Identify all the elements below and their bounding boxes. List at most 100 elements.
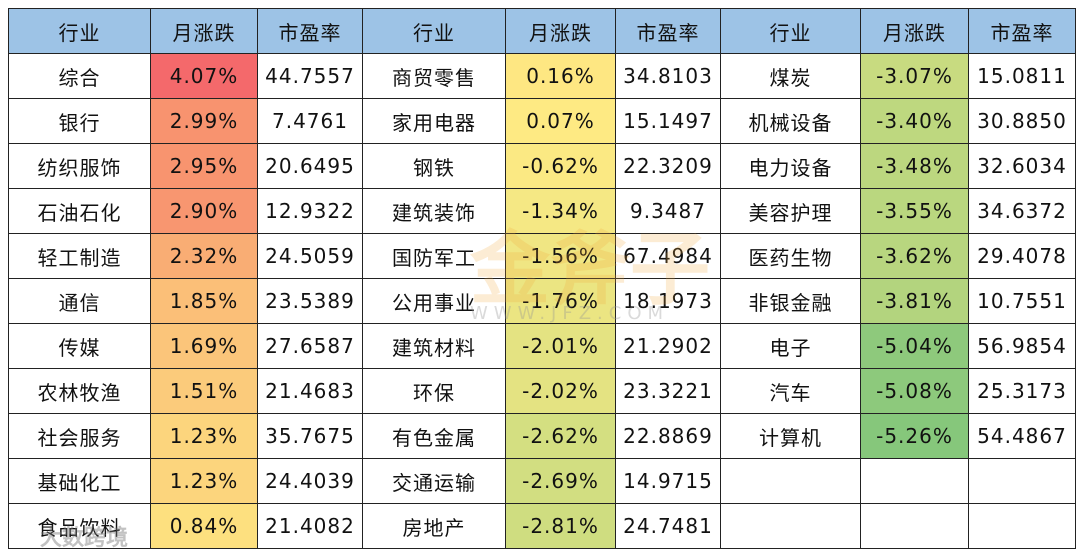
change-cell: 1.85% bbox=[150, 278, 258, 324]
header-cell: 月涨跌 bbox=[505, 8, 616, 54]
industry-cell: 钢铁 bbox=[362, 143, 506, 189]
change-cell: 0.84% bbox=[150, 503, 258, 549]
change-cell: 4.07% bbox=[150, 53, 258, 99]
pe-cell: 67.4984 bbox=[615, 233, 721, 279]
pe-cell: 30.8850 bbox=[968, 98, 1076, 144]
pe-cell: 35.7675 bbox=[257, 413, 363, 459]
change-cell: 2.90% bbox=[150, 188, 258, 234]
industry-cell: 建筑材料 bbox=[362, 323, 506, 369]
industry-cell: 煤炭 bbox=[720, 53, 861, 99]
industry-cell: 社会服务 bbox=[8, 413, 151, 459]
industry-cell: 公用事业 bbox=[362, 278, 506, 324]
change-cell: -2.69% bbox=[505, 458, 616, 504]
industry-cell: 纺织服饰 bbox=[8, 143, 151, 189]
change-cell: 2.32% bbox=[150, 233, 258, 279]
pe-cell: 56.9854 bbox=[968, 323, 1076, 369]
change-cell: 0.07% bbox=[505, 98, 616, 144]
change-cell: -1.76% bbox=[505, 278, 616, 324]
pe-cell: 24.5059 bbox=[257, 233, 363, 279]
change-cell: -3.62% bbox=[860, 233, 969, 279]
industry-cell: 通信 bbox=[8, 278, 151, 324]
pe-cell: 22.8869 bbox=[615, 413, 721, 459]
pe-cell: 9.3487 bbox=[615, 188, 721, 234]
header-cell: 行业 bbox=[8, 8, 151, 54]
pe-cell: 15.0811 bbox=[968, 53, 1076, 99]
change-cell: -1.56% bbox=[505, 233, 616, 279]
pe-cell: 20.6495 bbox=[257, 143, 363, 189]
change-cell: -2.01% bbox=[505, 323, 616, 369]
change-cell: 1.23% bbox=[150, 458, 258, 504]
pe-cell: 10.7551 bbox=[968, 278, 1076, 324]
pe-cell: 24.7481 bbox=[615, 503, 721, 549]
change-cell: -5.08% bbox=[860, 368, 969, 414]
header-cell: 月涨跌 bbox=[860, 8, 969, 54]
industry-cell: 银行 bbox=[8, 98, 151, 144]
pe-cell: 29.4078 bbox=[968, 233, 1076, 279]
pe-cell: 14.9715 bbox=[615, 458, 721, 504]
change-cell: -0.62% bbox=[505, 143, 616, 189]
change-cell: 1.51% bbox=[150, 368, 258, 414]
industry-cell: 汽车 bbox=[720, 368, 861, 414]
industry-cell: 电力设备 bbox=[720, 143, 861, 189]
empty-cell bbox=[860, 458, 969, 504]
change-cell: -1.34% bbox=[505, 188, 616, 234]
pe-cell: 23.5389 bbox=[257, 278, 363, 324]
pe-cell: 18.1973 bbox=[615, 278, 721, 324]
industry-cell: 房地产 bbox=[362, 503, 506, 549]
industry-cell: 有色金属 bbox=[362, 413, 506, 459]
industry-cell: 机械设备 bbox=[720, 98, 861, 144]
empty-cell bbox=[968, 458, 1076, 504]
industry-cell: 家用电器 bbox=[362, 98, 506, 144]
pe-cell: 21.4082 bbox=[257, 503, 363, 549]
pe-cell: 44.7557 bbox=[257, 53, 363, 99]
industry-cell: 食品饮料 bbox=[8, 503, 151, 549]
pe-cell: 34.8103 bbox=[615, 53, 721, 99]
change-cell: -2.02% bbox=[505, 368, 616, 414]
pe-cell: 54.4867 bbox=[968, 413, 1076, 459]
industry-cell: 综合 bbox=[8, 53, 151, 99]
industry-cell: 美容护理 bbox=[720, 188, 861, 234]
pe-cell: 7.4761 bbox=[257, 98, 363, 144]
pe-cell: 32.6034 bbox=[968, 143, 1076, 189]
empty-cell bbox=[860, 503, 969, 549]
industry-cell: 石油石化 bbox=[8, 188, 151, 234]
pe-cell: 27.6587 bbox=[257, 323, 363, 369]
pe-cell: 24.4039 bbox=[257, 458, 363, 504]
header-cell: 市盈率 bbox=[615, 8, 721, 54]
change-cell: 0.16% bbox=[505, 53, 616, 99]
change-cell: -3.81% bbox=[860, 278, 969, 324]
industry-cell: 建筑装饰 bbox=[362, 188, 506, 234]
change-cell: -2.62% bbox=[505, 413, 616, 459]
change-cell: -3.40% bbox=[860, 98, 969, 144]
change-cell: -5.26% bbox=[860, 413, 969, 459]
header-cell: 市盈率 bbox=[257, 8, 363, 54]
pe-cell: 15.1497 bbox=[615, 98, 721, 144]
change-cell: 1.23% bbox=[150, 413, 258, 459]
header-cell: 行业 bbox=[362, 8, 506, 54]
industry-cell: 商贸零售 bbox=[362, 53, 506, 99]
pe-cell: 22.3209 bbox=[615, 143, 721, 189]
industry-cell: 计算机 bbox=[720, 413, 861, 459]
industry-cell: 交通运输 bbox=[362, 458, 506, 504]
pe-cell: 23.3221 bbox=[615, 368, 721, 414]
empty-cell bbox=[720, 458, 861, 504]
industry-cell: 基础化工 bbox=[8, 458, 151, 504]
pe-cell: 25.3173 bbox=[968, 368, 1076, 414]
change-cell: 2.95% bbox=[150, 143, 258, 189]
industry-cell: 医药生物 bbox=[720, 233, 861, 279]
pe-cell: 21.4683 bbox=[257, 368, 363, 414]
header-cell: 行业 bbox=[720, 8, 861, 54]
industry-cell: 传媒 bbox=[8, 323, 151, 369]
industry-cell: 国防军工 bbox=[362, 233, 506, 279]
header-cell: 市盈率 bbox=[968, 8, 1076, 54]
pe-cell: 34.6372 bbox=[968, 188, 1076, 234]
industry-cell: 环保 bbox=[362, 368, 506, 414]
change-cell: 1.69% bbox=[150, 323, 258, 369]
industry-cell: 电子 bbox=[720, 323, 861, 369]
change-cell: -3.48% bbox=[860, 143, 969, 189]
pe-cell: 12.9322 bbox=[257, 188, 363, 234]
industry-cell: 轻工制造 bbox=[8, 233, 151, 279]
change-cell: -3.07% bbox=[860, 53, 969, 99]
header-cell: 月涨跌 bbox=[150, 8, 258, 54]
